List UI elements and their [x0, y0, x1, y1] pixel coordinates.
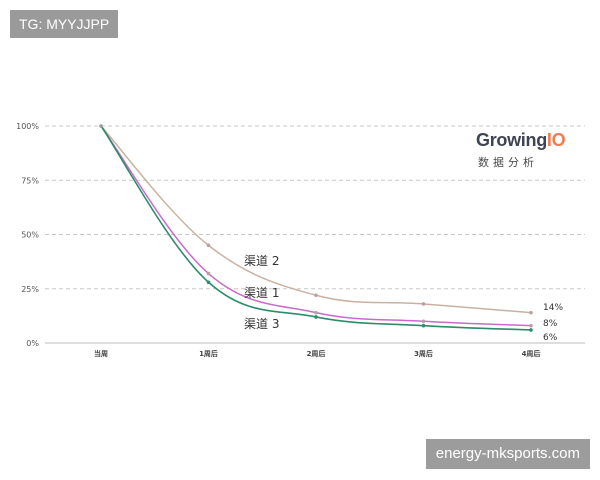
series-points — [99, 124, 533, 332]
series-line — [100, 125, 532, 331]
y-tick-label: 25% — [21, 285, 39, 294]
end-value-labels: 14% 8% 6% — [543, 303, 563, 343]
watermark-top-left: TG: MYYJJPP — [10, 10, 119, 38]
data-point — [206, 271, 211, 276]
data-point — [421, 323, 426, 328]
y-tick-label: 75% — [21, 176, 39, 185]
data-point — [314, 315, 318, 319]
end-value-label: 8% — [543, 319, 558, 329]
x-tick-label: 2周后 — [307, 349, 326, 358]
data-point — [421, 302, 426, 306]
logo-accent-text: IO — [546, 130, 566, 150]
series-line — [100, 125, 532, 327]
end-value-label: 6% — [543, 333, 558, 343]
data-point — [314, 293, 318, 298]
logo-main-text: Growing — [476, 130, 547, 150]
x-tick-label: 当周 — [94, 349, 108, 358]
x-tick-label: 3周后 — [414, 349, 433, 358]
end-value-label: 14% — [543, 303, 563, 313]
y-tick-label: 100% — [16, 122, 39, 131]
data-point — [206, 280, 211, 285]
grid-lines — [45, 125, 585, 344]
y-tick-label: 50% — [21, 231, 39, 240]
series-name-label: 渠道 1 — [244, 286, 279, 300]
series-line — [100, 125, 532, 314]
data-point — [529, 328, 533, 332]
x-tick-label: 4周后 — [522, 349, 541, 358]
data-point — [99, 124, 103, 128]
data-point — [529, 323, 533, 328]
data-point — [206, 243, 211, 248]
x-tick-label: 1周后 — [199, 349, 218, 358]
y-axis-labels: 0% 25% 50% 75% 100% — [16, 122, 39, 348]
logo-subtitle: 数据分析 — [478, 156, 538, 169]
series-name-label: 渠道 2 — [244, 254, 279, 268]
data-point — [421, 319, 426, 324]
data-point — [314, 310, 318, 315]
growingio-logo: GrowingIO 数据分析 — [476, 130, 566, 170]
series-name-labels: 渠道 2 渠道 1 渠道 3 — [244, 254, 279, 331]
x-axis-labels: 当周 1周后 2周后 3周后 4周后 — [94, 349, 540, 358]
series-name-label: 渠道 3 — [244, 317, 279, 331]
series-lines — [100, 125, 532, 331]
y-tick-label: 0% — [26, 339, 39, 348]
data-point — [529, 310, 533, 315]
watermark-bottom-right: energy-mksports.com — [425, 439, 590, 469]
